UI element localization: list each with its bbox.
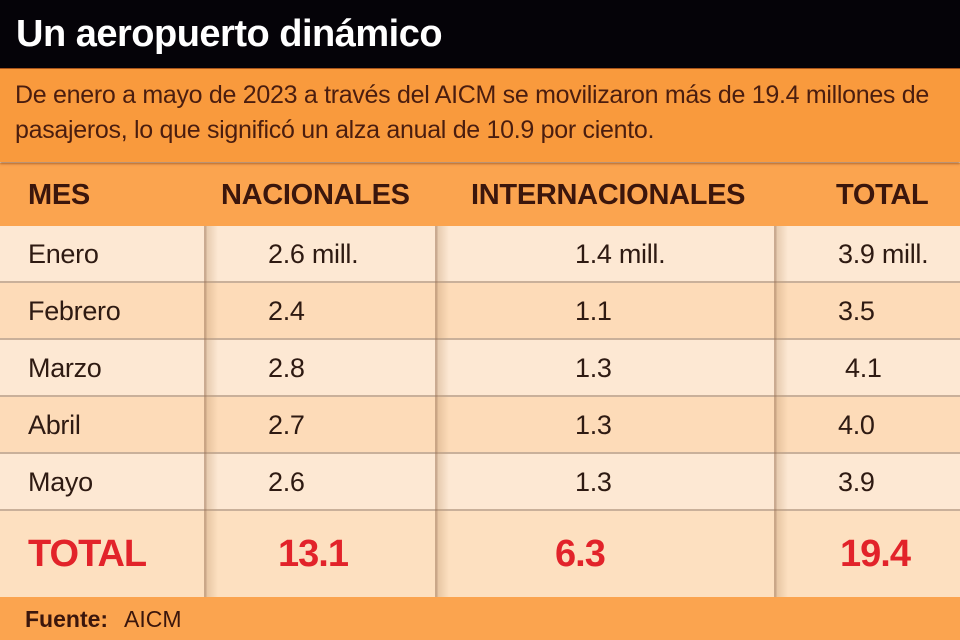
cell-mes: Febrero: [28, 296, 121, 326]
cell-mes: Mayo: [28, 467, 93, 497]
cell-internacionales: 1.1: [575, 296, 612, 326]
cell-nacionales: 2.6 mill.: [268, 239, 359, 269]
total-nacionales: 13.1: [278, 533, 349, 575]
cell-internacionales: 1.4 mill.: [575, 239, 666, 269]
table-row: Abril 2.7 1.3 4.0: [0, 397, 960, 454]
cell-total: 3.5: [838, 296, 875, 326]
total-row: TOTAL 13.1 6.3 19.4: [0, 511, 960, 597]
table-row: Enero 2.6 mill. 1.4 mill. 3.9 mill.: [0, 226, 960, 283]
total-total: 19.4: [840, 533, 911, 575]
cell-mes: Enero: [28, 239, 99, 269]
cell-total: 4.1: [845, 353, 882, 383]
column-divider: [435, 226, 449, 597]
header-internacionales: INTERNACIONALES: [471, 179, 746, 211]
intro-box: De enero a mayo de 2023 a través del AIC…: [0, 68, 960, 162]
cell-internacionales: 1.3: [575, 467, 612, 497]
column-divider: [774, 226, 788, 597]
cell-mes: Marzo: [28, 353, 102, 383]
header-nacionales: NACIONALES: [221, 179, 410, 211]
table-row: Marzo 2.8 1.3 4.1: [0, 340, 960, 397]
source-value: AICM: [124, 606, 182, 632]
total-label: TOTAL: [28, 533, 147, 575]
cell-nacionales: 2.6: [268, 467, 305, 497]
cell-internacionales: 1.3: [575, 353, 612, 383]
intro-text: De enero a mayo de 2023 a través del AIC…: [15, 81, 929, 144]
cell-total: 4.0: [838, 410, 875, 440]
total-internacionales: 6.3: [555, 533, 606, 575]
table-body: Enero 2.6 mill. 1.4 mill. 3.9 mill. Febr…: [0, 226, 960, 597]
table-row: Mayo 2.6 1.3 3.9: [0, 454, 960, 511]
cell-nacionales: 2.8: [268, 353, 305, 383]
cell-total: 3.9: [838, 467, 875, 497]
cell-internacionales: 1.3: [575, 410, 612, 440]
cell-mes: Abril: [28, 410, 81, 440]
source-footer: Fuente: AICM: [0, 597, 960, 640]
table-header: MES NACIONALES INTERNACIONALES TOTAL: [0, 163, 960, 226]
cell-nacionales: 2.7: [268, 410, 305, 440]
cell-nacionales: 2.4: [268, 296, 305, 326]
source-label: Fuente:: [25, 606, 109, 632]
page-title: Un aeropuerto dinámico: [16, 13, 443, 55]
header-total: TOTAL: [836, 179, 929, 211]
title-bar: Un aeropuerto dinámico: [0, 0, 960, 68]
cell-total: 3.9 mill.: [838, 239, 929, 269]
table-row: Febrero 2.4 1.1 3.5: [0, 283, 960, 340]
header-mes: MES: [28, 179, 90, 211]
column-divider: [204, 226, 218, 597]
